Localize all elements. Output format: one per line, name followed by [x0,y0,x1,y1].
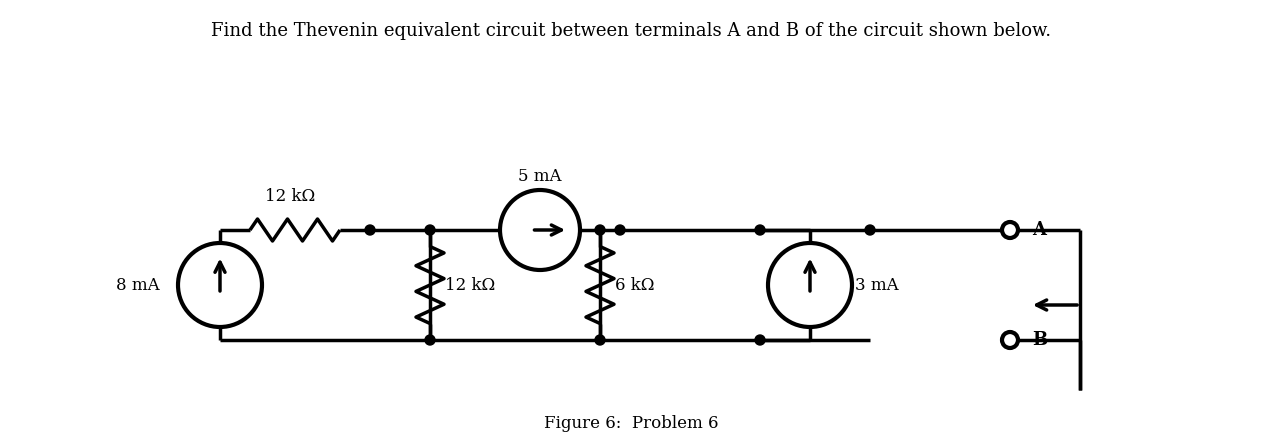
Text: 5 mA: 5 mA [519,168,562,185]
Text: Find the Thevenin equivalent circuit between terminals A and B of the circuit sh: Find the Thevenin equivalent circuit bet… [211,22,1051,40]
Text: 8 mA: 8 mA [116,277,160,293]
Circle shape [615,225,625,235]
Circle shape [755,225,765,235]
Text: 6 kΩ: 6 kΩ [615,277,655,293]
Circle shape [594,225,604,235]
Text: Figure 6:  Problem 6: Figure 6: Problem 6 [544,415,718,432]
Circle shape [594,335,604,345]
Text: A: A [1032,221,1046,239]
Text: 3 mA: 3 mA [854,277,899,293]
Circle shape [425,335,435,345]
Text: 12 kΩ: 12 kΩ [445,277,495,293]
Text: 12 kΩ: 12 kΩ [265,188,316,205]
Circle shape [365,225,375,235]
Circle shape [864,225,875,235]
Circle shape [755,335,765,345]
Circle shape [425,225,435,235]
Text: B: B [1032,331,1047,349]
